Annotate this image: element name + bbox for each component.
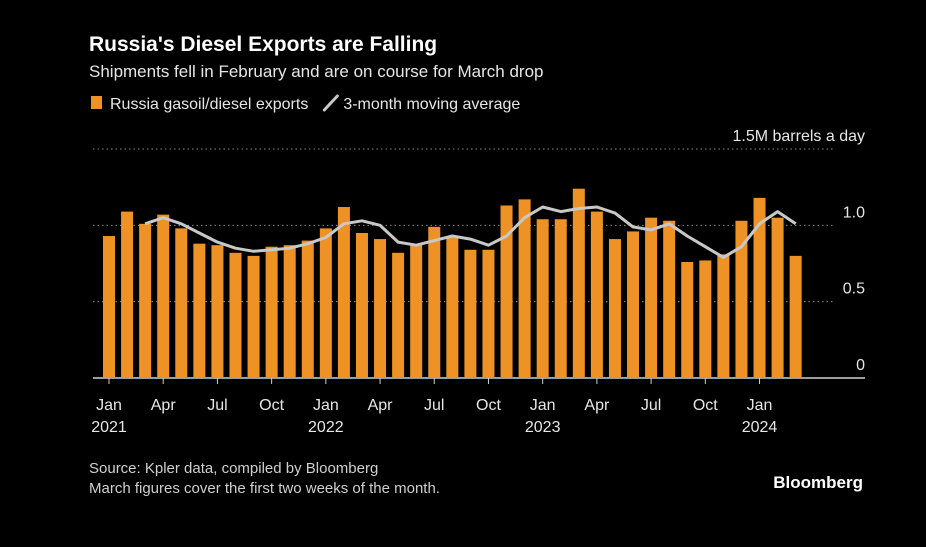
bar bbox=[211, 245, 224, 378]
x-year-label: 2023 bbox=[525, 419, 561, 436]
y-tick-label: 0.5 bbox=[843, 281, 865, 298]
y-tick-label: 0 bbox=[856, 357, 865, 374]
bar bbox=[681, 261, 694, 378]
bar bbox=[355, 232, 368, 378]
x-year-label: 2024 bbox=[742, 419, 778, 436]
brand: Bloomberg bbox=[773, 473, 863, 492]
x-tick-label: Apr bbox=[151, 397, 177, 414]
bar bbox=[771, 217, 784, 378]
bar bbox=[536, 219, 549, 378]
legend-label: Russia gasoil/diesel exports bbox=[110, 96, 308, 113]
x-tick-label: Jan bbox=[313, 397, 339, 414]
x-tick-label: Apr bbox=[584, 397, 610, 414]
bar bbox=[554, 219, 567, 378]
bar bbox=[699, 260, 712, 378]
bar bbox=[789, 255, 802, 378]
bar bbox=[265, 246, 278, 378]
bar bbox=[608, 239, 621, 378]
bar bbox=[175, 228, 188, 378]
legend-swatch bbox=[322, 94, 339, 112]
bar bbox=[410, 243, 423, 378]
bar bbox=[337, 207, 350, 378]
bar bbox=[121, 211, 134, 378]
x-tick-label: Apr bbox=[368, 397, 394, 414]
bar bbox=[518, 199, 531, 378]
bar bbox=[103, 236, 115, 378]
bar bbox=[464, 249, 477, 378]
bar bbox=[193, 243, 206, 378]
y-tick-label: 1.5M barrels a day bbox=[732, 128, 865, 145]
chart-title: Russia's Diesel Exports are Falling bbox=[89, 33, 437, 56]
bar bbox=[301, 240, 314, 378]
bar bbox=[157, 214, 170, 378]
bar bbox=[428, 226, 441, 378]
bar bbox=[229, 252, 242, 378]
bar bbox=[735, 220, 748, 378]
x-tick-label: Oct bbox=[476, 397, 501, 414]
x-tick-label: Jul bbox=[641, 397, 661, 414]
x-tick-label: Jan bbox=[96, 397, 122, 414]
bar bbox=[753, 197, 766, 378]
bar bbox=[645, 217, 658, 378]
x-tick-label: Jan bbox=[747, 397, 773, 414]
bar bbox=[374, 239, 387, 378]
bar bbox=[590, 211, 603, 378]
bar bbox=[572, 188, 585, 378]
legend-swatch bbox=[91, 96, 102, 109]
bar bbox=[500, 205, 513, 378]
x-tick-label: Oct bbox=[259, 397, 284, 414]
y-tick-label: 1.0 bbox=[843, 204, 865, 221]
x-year-label: 2022 bbox=[308, 419, 344, 436]
bar bbox=[482, 249, 495, 378]
note: March figures cover the first two weeks … bbox=[89, 480, 440, 497]
chart-subtitle: Shipments fell in February and are on co… bbox=[89, 62, 544, 81]
legend-label: 3-month moving average bbox=[343, 96, 520, 113]
x-tick-label: Oct bbox=[693, 397, 718, 414]
source: Source: Kpler data, compiled by Bloomber… bbox=[89, 460, 378, 477]
x-tick-label: Jul bbox=[207, 397, 227, 414]
bar bbox=[139, 223, 152, 378]
bar bbox=[319, 228, 332, 378]
x-tick-label: Jul bbox=[424, 397, 444, 414]
moving-average-line bbox=[144, 205, 797, 259]
bar bbox=[247, 255, 260, 378]
bar bbox=[392, 252, 405, 378]
x-tick-label: Jan bbox=[530, 397, 556, 414]
bar bbox=[627, 231, 640, 378]
bar bbox=[283, 245, 296, 378]
x-year-label: 2021 bbox=[91, 419, 127, 436]
bar bbox=[446, 236, 459, 378]
bar bbox=[717, 254, 730, 378]
bar bbox=[663, 220, 676, 378]
